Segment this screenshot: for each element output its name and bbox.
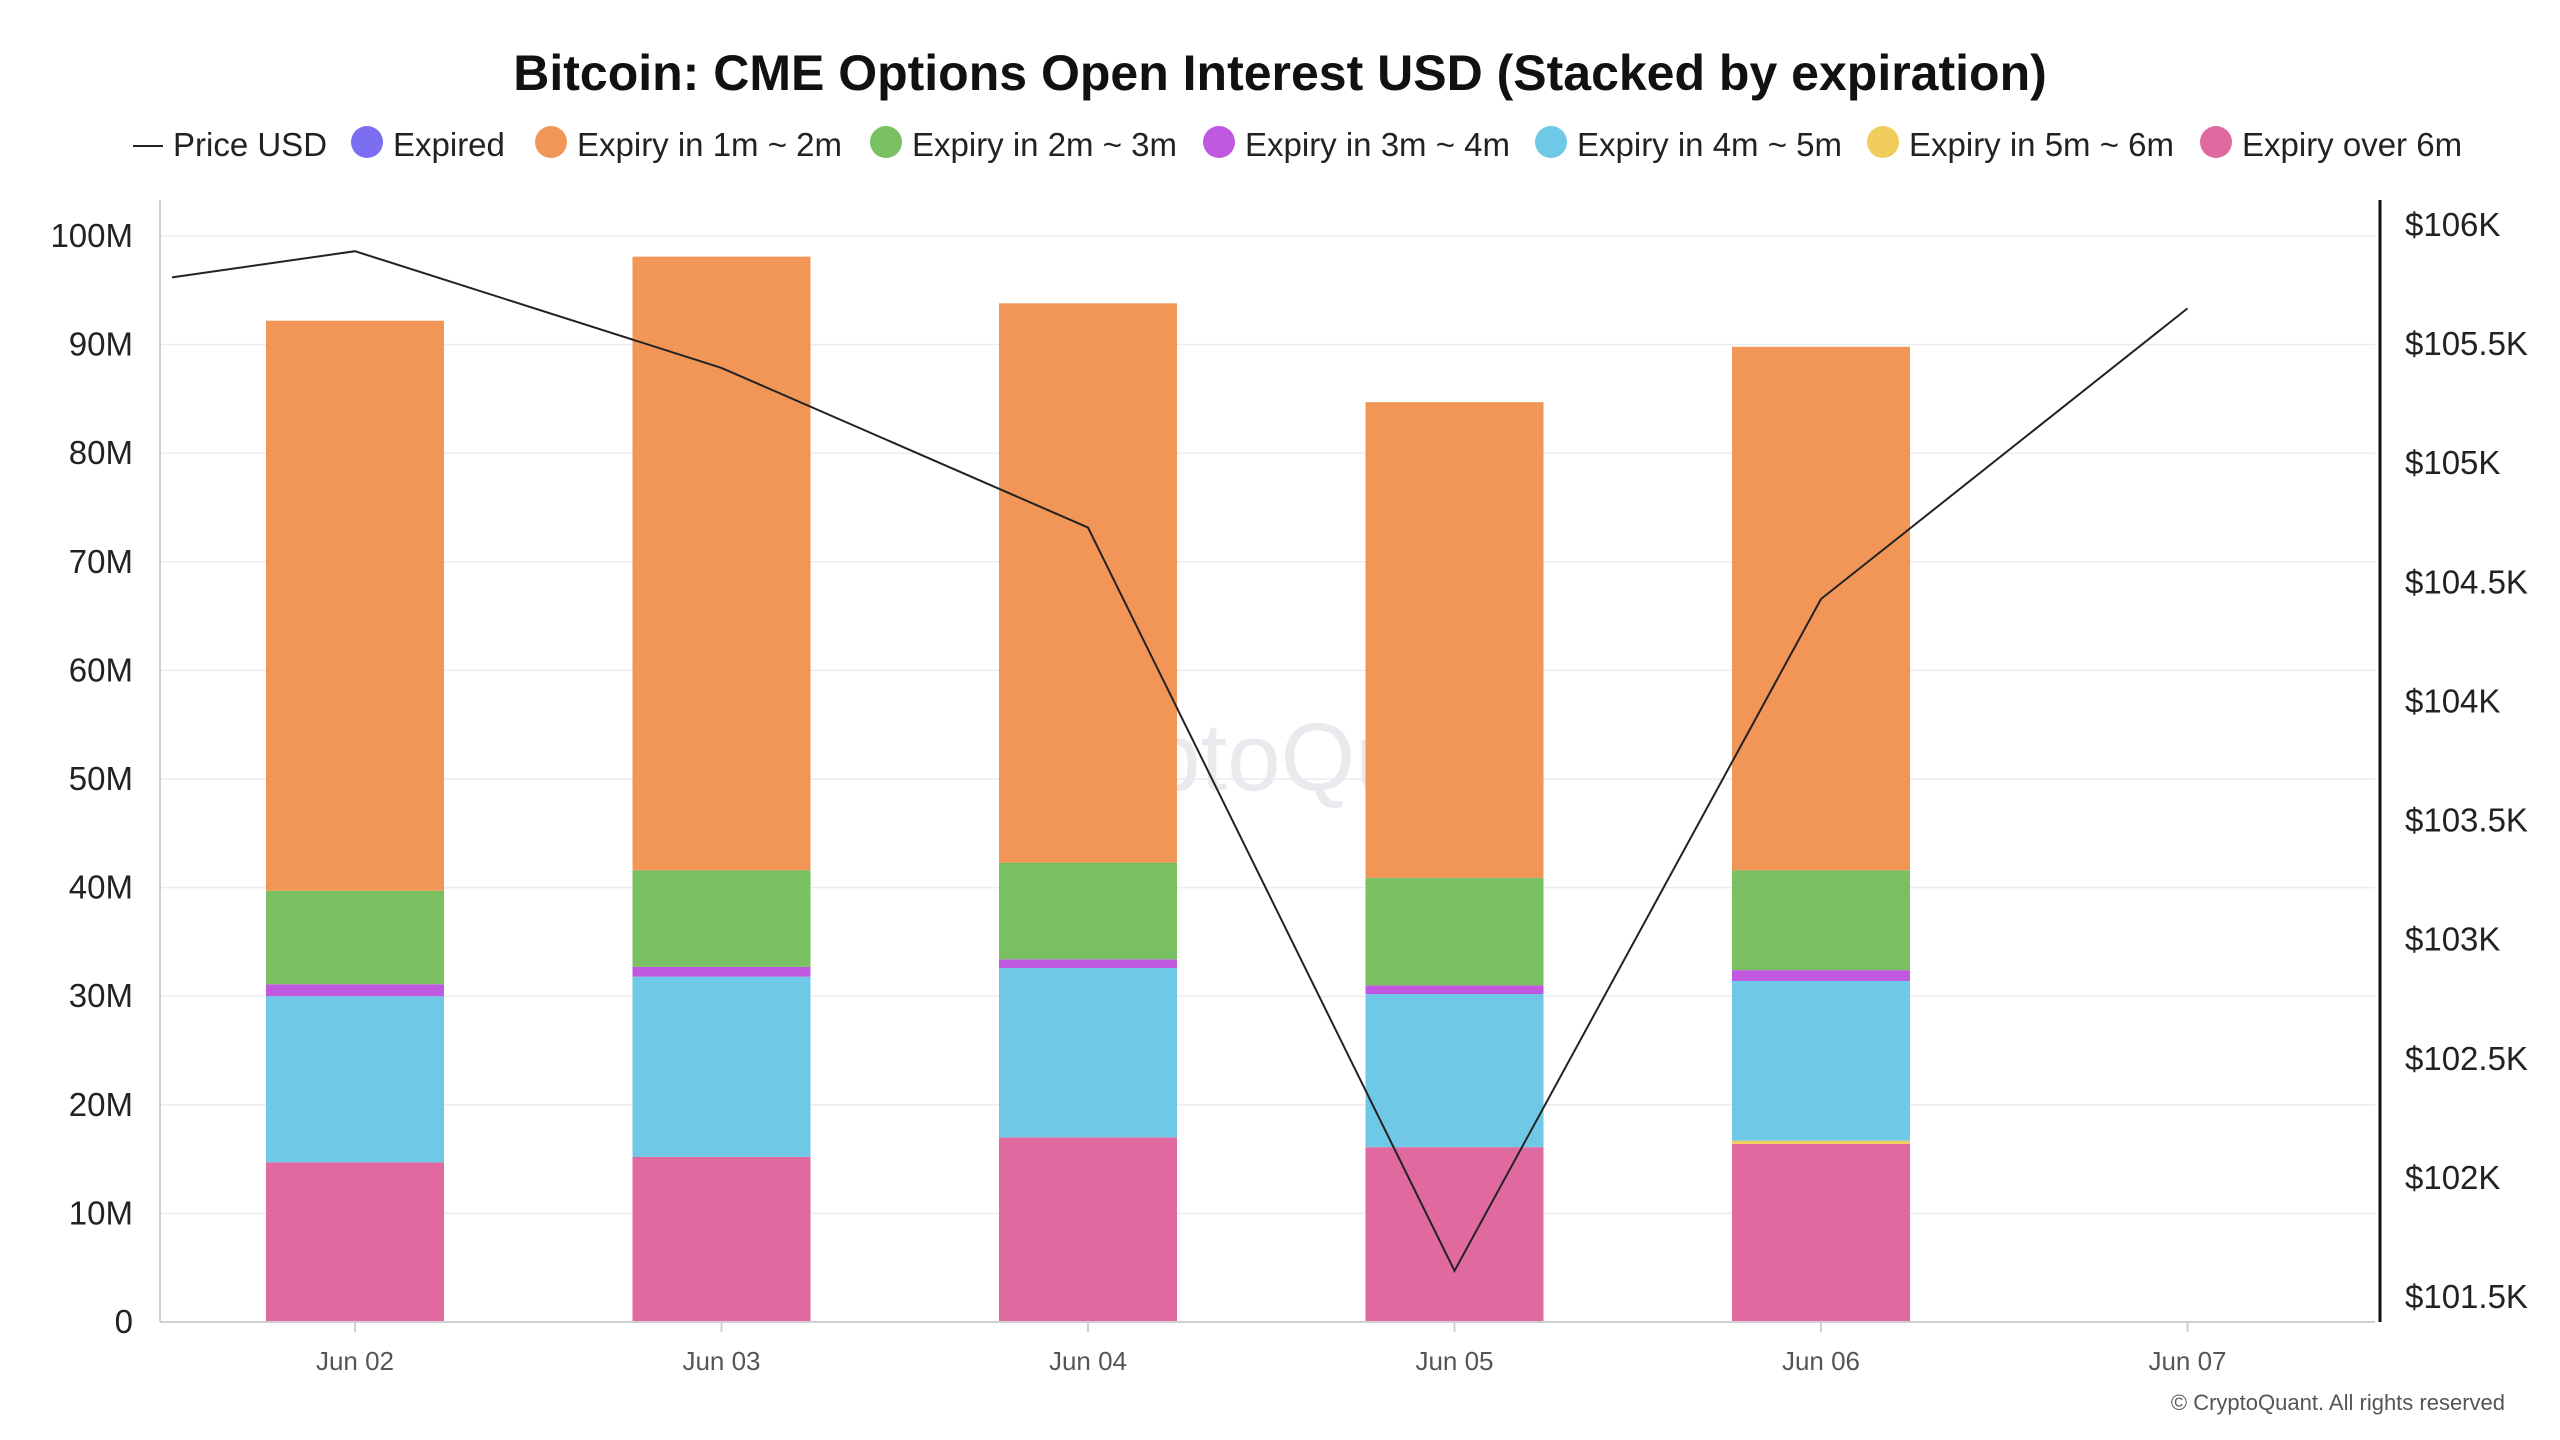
y-tick-label: 10M — [69, 1194, 133, 1231]
legend-label: Expiry in 2m ~ 3m — [912, 126, 1177, 163]
price-line — [171, 250, 2189, 1273]
bar-expiry-in-3m-4m — [999, 959, 1177, 968]
legend-item-expiry-in-3m-4m[interactable]: Expiry in 3m ~ 4m — [1203, 126, 1510, 163]
legend-item-expiry-in-4m-5m[interactable]: Expiry in 4m ~ 5m — [1535, 126, 1842, 163]
y-tick-label: 80M — [69, 434, 133, 471]
legend-item-expired[interactable]: Expired — [351, 126, 505, 163]
legend-label: Expiry in 5m ~ 6m — [1909, 126, 2174, 163]
y-tick-label: 100M — [50, 217, 133, 254]
bar-expiry-in-2m-3m — [999, 862, 1177, 960]
bar-expiry-in-3m-4m — [266, 984, 444, 997]
legend-item-price-usd[interactable]: Price USD — [133, 126, 327, 163]
bar-expiry-in-2m-3m — [1732, 870, 1910, 971]
y2-tick-label: $102.5K — [2405, 1040, 2528, 1077]
legend-label: Price USD — [173, 126, 327, 163]
bar-expiry-over-6m — [632, 1156, 811, 1322]
y-tick-label: 50M — [69, 760, 133, 797]
bar-expiry-in-2m-3m — [632, 870, 811, 967]
y2-tick-label: $106K — [2405, 206, 2500, 243]
legend-label: Expiry over 6m — [2242, 126, 2462, 163]
copyright-text: © CryptoQuant. All rights reserved — [2171, 1390, 2505, 1415]
bar-expiry-in-4m-5m — [1365, 994, 1544, 1148]
bar-expiry-in-2m-3m — [266, 890, 444, 985]
legend-dot-swatch — [1535, 126, 1567, 158]
y-tick-label: 70M — [69, 543, 133, 580]
y2-tick-label: $102K — [2405, 1159, 2500, 1196]
y-tick-label: 60M — [69, 651, 133, 688]
x-tick-label: Jun 02 — [316, 1346, 394, 1376]
bar-expiry-over-6m — [1732, 1143, 1910, 1322]
chart-title: Bitcoin: CME Options Open Interest USD (… — [513, 45, 2047, 101]
bar-expiry-in-4m-5m — [266, 996, 444, 1163]
axes: 0 10M 20M 30M 40M 50M 60M 70M 80M 90M 100M $101.5K $… — [50, 200, 2528, 1376]
bar-expiry-in-4m-5m — [1732, 980, 1910, 1141]
y-tick-label: 30M — [69, 977, 133, 1014]
bar-expiry-in-4m-5m — [999, 967, 1177, 1138]
bar-expiry-in-3m-4m — [632, 966, 811, 977]
bar-expiry-in-2m-3m — [1365, 877, 1544, 986]
legend-dot-swatch — [351, 126, 383, 158]
legend-label: Expiry in 1m ~ 2m — [577, 126, 842, 163]
legend-item-expiry-over-6m[interactable]: Expiry over 6m — [2200, 126, 2462, 163]
price-usd-line — [171, 250, 2189, 1273]
legend-dot-swatch — [535, 126, 567, 158]
bar-expiry-in-1m-2m — [999, 303, 1177, 863]
y2-tick-label: $103K — [2405, 921, 2500, 958]
x-tick-label: Jun 03 — [682, 1346, 760, 1376]
legend-label: Expired — [393, 126, 505, 163]
y-tick-label: 90M — [69, 326, 133, 363]
bar-expiry-in-3m-4m — [1732, 970, 1910, 981]
bar-expiry-in-1m-2m — [1732, 346, 1910, 871]
legend: Price USD Expired Expiry in 1m ~ 2m Expiry … — [133, 126, 2462, 163]
y-tick-label: 20M — [69, 1086, 133, 1123]
legend-label: Expiry in 3m ~ 4m — [1245, 126, 1510, 163]
y2-tick-label: $104.5K — [2405, 563, 2528, 600]
legend-dot-swatch — [2200, 126, 2232, 158]
y2-tick-label: $101.5K — [2405, 1278, 2528, 1315]
legend-dot-swatch — [1203, 126, 1235, 158]
x-tick-label: Jun 04 — [1049, 1346, 1127, 1376]
x-tick-label: Jun 06 — [1782, 1346, 1860, 1376]
y2-tick-label: $104K — [2405, 682, 2500, 719]
bar-expiry-over-6m — [999, 1137, 1177, 1322]
legend-dot-swatch — [1867, 126, 1899, 158]
legend-item-expiry-in-1m-2m[interactable]: Expiry in 1m ~ 2m — [535, 126, 842, 163]
bar-expiry-in-3m-4m — [1365, 985, 1544, 995]
y-tick-label: 0 — [115, 1303, 133, 1340]
bar-expiry-over-6m — [1365, 1147, 1544, 1322]
bar-expiry-over-6m — [266, 1162, 444, 1322]
bar-expiry-in-5m-6m — [1732, 1140, 1910, 1144]
legend-dot-swatch — [870, 126, 902, 158]
y2-tick-label: $105.5K — [2405, 325, 2528, 362]
bar-expiry-in-1m-2m — [632, 256, 811, 871]
bar-expiry-in-4m-5m — [632, 976, 811, 1157]
y-tick-label: 40M — [69, 869, 133, 906]
bars — [266, 256, 1910, 1322]
bar-expiry-in-1m-2m — [266, 320, 444, 891]
x-tick-label: Jun 05 — [1415, 1346, 1493, 1376]
y2-tick-label: $103.5K — [2405, 802, 2528, 839]
grid — [160, 235, 2375, 1215]
legend-item-expiry-in-5m-6m[interactable]: Expiry in 5m ~ 6m — [1867, 126, 2174, 163]
legend-label: Expiry in 4m ~ 5m — [1577, 126, 1842, 163]
x-tick-label: Jun 07 — [2148, 1346, 2226, 1376]
bar-expiry-in-1m-2m — [1365, 402, 1544, 878]
y2-tick-label: $105K — [2405, 444, 2500, 481]
legend-item-expiry-in-2m-3m[interactable]: Expiry in 2m ~ 3m — [870, 126, 1177, 163]
